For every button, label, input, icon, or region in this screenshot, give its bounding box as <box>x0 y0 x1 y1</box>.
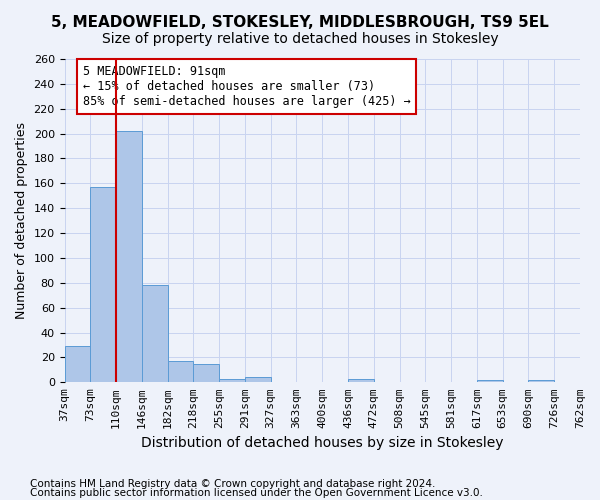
Bar <box>193 364 219 382</box>
Bar <box>91 187 116 382</box>
Text: Contains public sector information licensed under the Open Government Licence v3: Contains public sector information licen… <box>30 488 483 498</box>
Bar <box>65 346 91 383</box>
Bar <box>167 361 193 382</box>
Bar <box>477 380 503 382</box>
Bar <box>116 131 142 382</box>
Bar <box>245 378 271 382</box>
X-axis label: Distribution of detached houses by size in Stokesley: Distribution of detached houses by size … <box>141 436 503 450</box>
Bar <box>219 378 245 382</box>
Text: 5 MEADOWFIELD: 91sqm
← 15% of detached houses are smaller (73)
85% of semi-detac: 5 MEADOWFIELD: 91sqm ← 15% of detached h… <box>83 65 410 108</box>
Bar <box>529 380 554 382</box>
Bar <box>142 286 167 382</box>
Text: 5, MEADOWFIELD, STOKESLEY, MIDDLESBROUGH, TS9 5EL: 5, MEADOWFIELD, STOKESLEY, MIDDLESBROUGH… <box>51 15 549 30</box>
Text: Contains HM Land Registry data © Crown copyright and database right 2024.: Contains HM Land Registry data © Crown c… <box>30 479 436 489</box>
Y-axis label: Number of detached properties: Number of detached properties <box>15 122 28 319</box>
Text: Size of property relative to detached houses in Stokesley: Size of property relative to detached ho… <box>101 32 499 46</box>
Bar <box>348 378 374 382</box>
